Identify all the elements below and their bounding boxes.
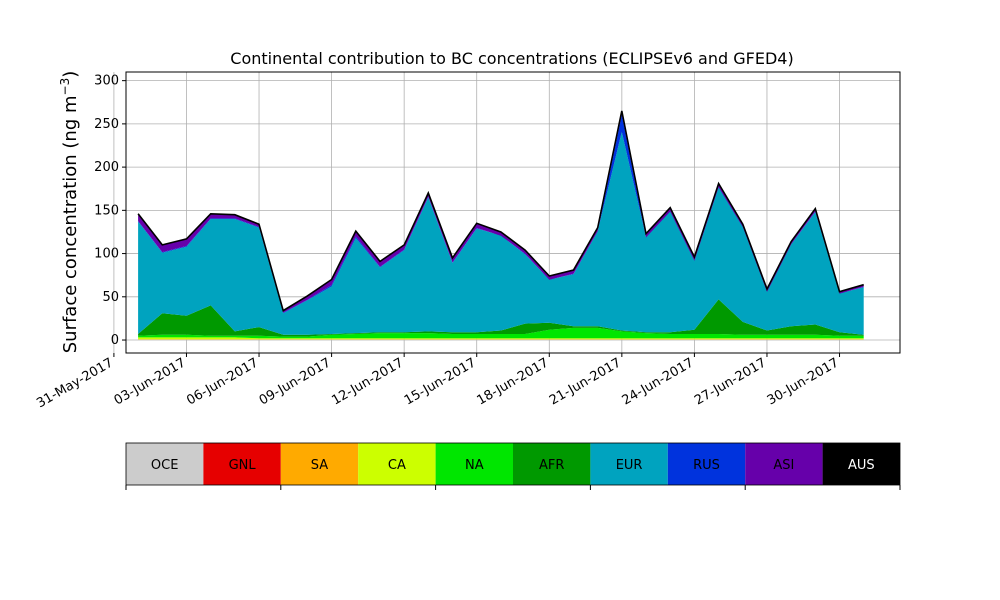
x-tick-label: 03-Jun-2017 — [112, 355, 189, 408]
x-tick-label: 30-Jun-2017 — [765, 355, 842, 408]
colorbar-frame — [125, 442, 901, 486]
plot-frame — [125, 71, 901, 354]
colorbar-swatch-afr — [513, 443, 591, 485]
x-tick-label: 27-Jun-2017 — [692, 355, 769, 408]
area-na — [138, 327, 864, 339]
y-tick-label: 0 — [111, 333, 119, 348]
y-axis-label-main: Surface concentration (ng m — [60, 95, 81, 353]
y-axis-label-close: ) — [60, 71, 81, 78]
y-axis: 0 50 100 150 200 250 300 — [94, 74, 126, 348]
area-afr — [138, 299, 864, 337]
x-tick-label: 21-Jun-2017 — [547, 355, 624, 408]
region-colorbar: OCE GNL SA CA NA AFR EUR RUS ASI AUS — [125, 442, 901, 490]
colorbar-label-eur: EUR — [616, 458, 643, 473]
colorbar-swatch-aus — [822, 443, 900, 485]
x-axis: 31-May-201703-Jun-201706-Jun-201709-Jun-… — [34, 353, 842, 411]
chart-title: Continental contribution to BC concentra… — [230, 49, 793, 68]
x-tick-label: 18-Jun-2017 — [474, 355, 551, 408]
y-tick-label: 100 — [94, 247, 119, 262]
colorbar-label-afr: AFR — [539, 458, 564, 473]
colorbar-label-oce: OCE — [151, 458, 179, 473]
stacked-areas — [138, 110, 864, 340]
colorbar-label-sa: SA — [311, 458, 328, 473]
x-tick-label: 31-May-2017 — [34, 355, 116, 411]
x-tick-label: 06-Jun-2017 — [184, 355, 261, 408]
colorbar-label-aus: AUS — [848, 458, 875, 473]
colorbar-label-gnl: GNL — [229, 458, 257, 473]
colorbar-swatch-gnl — [203, 443, 281, 485]
y-tick-label: 200 — [94, 160, 119, 175]
x-tick-label: 12-Jun-2017 — [329, 355, 406, 408]
x-tick-label: 15-Jun-2017 — [402, 355, 479, 408]
y-tick-label: 50 — [102, 290, 119, 305]
y-axis-label-sup: −3 — [58, 78, 72, 96]
colorbar-label-ca: CA — [388, 458, 406, 473]
y-tick-label: 250 — [94, 117, 119, 132]
colorbar-swatch-asi — [745, 443, 823, 485]
colorbar-swatch-oce — [126, 443, 204, 485]
colorbar-label-asi: ASI — [773, 458, 794, 473]
y-tick-label: 300 — [94, 74, 119, 89]
area-eur — [138, 131, 864, 335]
total-line — [137, 110, 864, 312]
y-axis-label: Surface concentration (ng m−3) — [58, 71, 81, 354]
x-tick-label: 09-Jun-2017 — [257, 355, 334, 408]
colorbar-label-rus: RUS — [693, 458, 720, 473]
colorbar-swatch-na — [435, 443, 513, 485]
colorbar-swatch-ca — [358, 443, 436, 485]
colorbar-swatch-eur — [590, 443, 668, 485]
colorbar-swatch-sa — [280, 443, 359, 485]
y-tick-label: 150 — [94, 203, 119, 218]
colorbar-label-na: NA — [465, 458, 484, 473]
x-tick-label: 24-Jun-2017 — [620, 355, 697, 408]
total-outline — [137, 110, 864, 312]
colorbar-swatch-rus — [667, 443, 746, 485]
